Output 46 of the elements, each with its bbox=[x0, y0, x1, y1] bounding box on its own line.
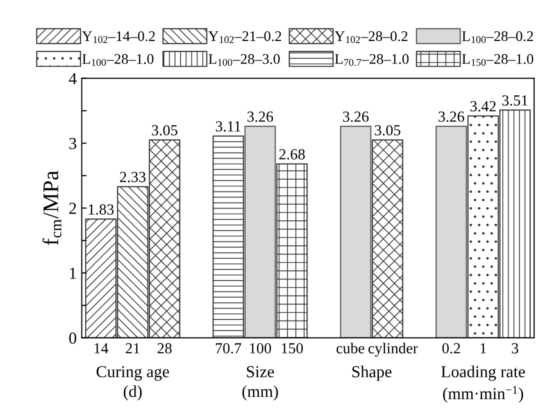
data-label: 2.68 bbox=[279, 149, 305, 160]
data-label: 3.26 bbox=[343, 112, 369, 122]
data-label: 3.11 bbox=[216, 121, 240, 132]
text: Size (mm) bbox=[242, 366, 278, 400]
y-tick-label: 3 bbox=[69, 138, 76, 150]
legend-label: L$_{100}$–28–3.0 bbox=[208, 54, 280, 66]
data-label: 3.42 bbox=[470, 101, 496, 112]
x-tick-label: 1 bbox=[480, 343, 486, 354]
data-label: 2.33 bbox=[120, 172, 146, 182]
y-tick-label: 0 bbox=[69, 332, 76, 344]
legend-label: L$_{70.7}$–28–1.0 bbox=[334, 54, 409, 66]
x-tick-label: 0.2 bbox=[442, 343, 460, 354]
x-tick-label: 14 bbox=[94, 343, 108, 354]
legend-label: Y$_{102}$–21–0.2 bbox=[208, 31, 282, 44]
x-tick-label: 3 bbox=[512, 343, 518, 354]
bar bbox=[340, 126, 372, 338]
x-tick-label: 150 bbox=[282, 343, 303, 354]
text: Loading rate (mm·min$^{−1}$) bbox=[441, 366, 525, 403]
y-tick-label: 4 bbox=[68, 73, 77, 84]
data-label: 1.83 bbox=[88, 204, 114, 215]
y-axis-title: f$_{cm}$/MPa bbox=[42, 170, 62, 246]
bar bbox=[372, 139, 404, 338]
text: Curing age (d) bbox=[96, 366, 169, 400]
legend-label: L$_{100}$–28–0.2 bbox=[462, 31, 533, 44]
legend-label: L$_{100}$–28–1.0 bbox=[82, 54, 154, 66]
data-label: 3.05 bbox=[374, 125, 400, 136]
x-tick-label: 100 bbox=[250, 343, 272, 354]
legend-label: Y$_{102}$–14–0.2 bbox=[82, 31, 155, 44]
x-tick-label: cylinder bbox=[368, 342, 418, 357]
data-label: 3.51 bbox=[502, 95, 528, 106]
y-tick-label: 2 bbox=[69, 202, 76, 214]
legend-label: L$_{150}$–28–1.0 bbox=[462, 54, 534, 66]
y-tick-label: 1 bbox=[70, 268, 76, 279]
bar bbox=[212, 135, 244, 338]
data-label: 3.26 bbox=[438, 112, 464, 122]
bar bbox=[276, 163, 308, 338]
bar bbox=[436, 126, 467, 338]
data-label: 3.05 bbox=[152, 125, 178, 136]
data-label: 3.26 bbox=[248, 112, 274, 122]
bar bbox=[244, 126, 276, 338]
legend-label: Y$_{102}$–28–0.2 bbox=[334, 31, 408, 44]
text: Shape bbox=[352, 366, 392, 381]
x-tick-label: 70.7 bbox=[216, 343, 242, 354]
x-tick-label: cube bbox=[336, 342, 364, 354]
x-tick-label: 21 bbox=[126, 343, 140, 354]
x-tick-label: 28 bbox=[158, 343, 172, 354]
